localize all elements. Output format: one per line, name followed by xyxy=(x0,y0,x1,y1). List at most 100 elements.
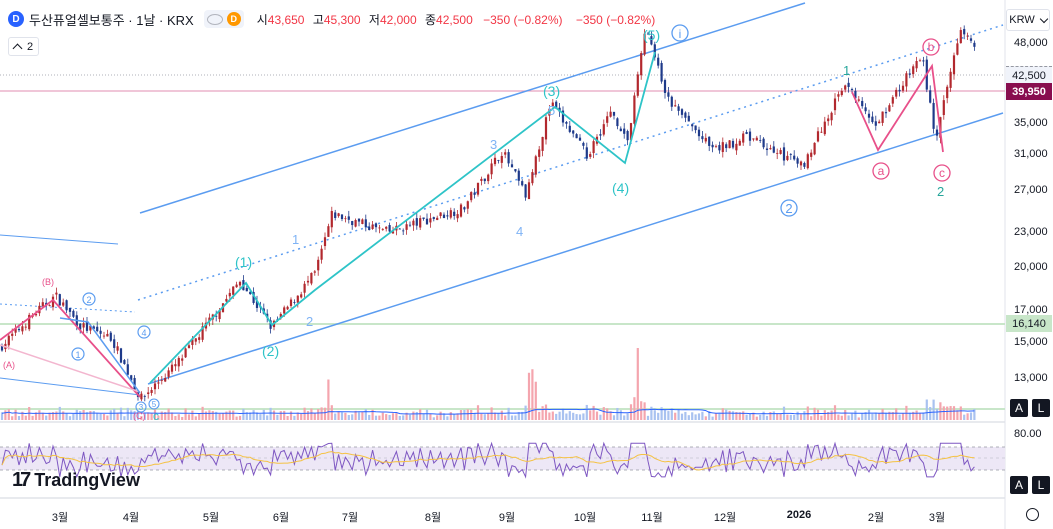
candle-body xyxy=(575,134,578,139)
volume-bar xyxy=(123,416,126,420)
volume-bar xyxy=(697,413,701,420)
volume-bar xyxy=(711,416,714,420)
volume-bar xyxy=(708,411,711,420)
candle-body xyxy=(177,357,180,367)
candle-body xyxy=(58,294,61,306)
wave-label-c-small: c xyxy=(153,409,159,423)
candle-body xyxy=(255,300,259,308)
volume-bar xyxy=(289,411,293,420)
volume-bar xyxy=(745,414,748,420)
candle-body xyxy=(157,382,160,384)
volume-bar xyxy=(470,409,473,420)
volume-bar xyxy=(548,412,551,420)
volume-bar xyxy=(500,410,503,420)
volume-bar xyxy=(881,408,884,420)
candle-body xyxy=(153,383,157,390)
candle-body xyxy=(956,43,959,55)
volume-bar xyxy=(793,414,796,420)
rsi-log-scale-button[interactable]: L xyxy=(1032,476,1050,494)
wave-pink-line-right xyxy=(851,63,944,153)
candle-body xyxy=(381,229,384,230)
indicator-collapse-button[interactable]: 2 xyxy=(8,37,40,56)
candle-body xyxy=(527,182,531,199)
candle-body xyxy=(374,223,378,228)
volume-bar xyxy=(436,415,439,420)
candle-body xyxy=(623,128,626,134)
candle-body xyxy=(663,80,667,93)
volume-bar xyxy=(657,412,660,420)
candle-body xyxy=(143,395,146,397)
candle-body xyxy=(589,154,592,157)
visibility-toggle[interactable]: D xyxy=(203,10,244,28)
volume-bar xyxy=(867,409,871,420)
volume-bar xyxy=(935,409,939,420)
volume-bar xyxy=(374,415,378,420)
volume-bar xyxy=(204,411,208,420)
volume-bar xyxy=(361,411,364,420)
volume-bar xyxy=(504,415,507,420)
time-tick-year: 2026 xyxy=(786,509,812,521)
auto-scale-button[interactable]: A xyxy=(1010,399,1028,417)
candle-body xyxy=(844,85,847,90)
tradingview-mark-icon: 17 xyxy=(12,469,31,491)
volume-bar xyxy=(612,415,616,420)
volume-bar xyxy=(92,411,95,420)
wave-pink-line-left2 xyxy=(0,344,141,393)
candle-body xyxy=(279,313,282,319)
candle-body xyxy=(480,178,483,181)
candle-body xyxy=(11,333,14,336)
volume-bar xyxy=(334,413,337,420)
wave-label-4-paren: (4) xyxy=(612,180,629,196)
wave-label-3: 3 xyxy=(490,137,497,152)
change-value-2: −350 (−0.82%) xyxy=(575,12,656,27)
rsi-auto-scale-button[interactable]: A xyxy=(1010,476,1028,494)
candle-body xyxy=(164,378,167,382)
channel-lower xyxy=(147,112,1004,385)
eye-icon[interactable] xyxy=(206,13,223,25)
candle-body xyxy=(449,210,452,218)
volume-bar xyxy=(932,399,935,420)
candle-body xyxy=(507,152,510,164)
volume-bar xyxy=(286,416,289,420)
volume-bar xyxy=(412,411,415,420)
volume-bar xyxy=(480,413,483,420)
volume-bar xyxy=(663,410,667,420)
symbol-title[interactable]: 두산퓨얼셀보통주 · 1날 · KRX xyxy=(29,12,194,28)
candle-body xyxy=(861,100,864,107)
delay-badge[interactable]: D xyxy=(226,12,241,26)
volume-bar xyxy=(218,413,221,420)
wave-label-3-paren: (3) xyxy=(543,83,560,99)
currency-dropdown[interactable]: KRW xyxy=(1006,9,1050,31)
volume-bar xyxy=(194,416,197,420)
volume-bar xyxy=(599,414,602,420)
rsi-line xyxy=(1,441,975,479)
candle-body xyxy=(116,346,119,351)
candle-body xyxy=(187,345,191,348)
chevron-down-icon xyxy=(1039,14,1048,23)
candle-body xyxy=(793,155,796,160)
candle-body xyxy=(82,323,85,328)
volume-bar xyxy=(650,406,653,420)
candle-body xyxy=(541,136,544,151)
symbol-logo-icon[interactable]: D xyxy=(8,11,24,27)
candle-body xyxy=(215,315,218,317)
volume-bar xyxy=(160,411,163,420)
candle-body xyxy=(102,335,106,337)
candle-body xyxy=(830,112,833,121)
candle-body xyxy=(680,109,684,115)
volume-bar xyxy=(385,414,388,420)
log-scale-button[interactable]: L xyxy=(1032,399,1050,417)
volume-bar xyxy=(72,413,75,420)
volume-bar xyxy=(388,414,391,420)
candle-body xyxy=(317,259,320,271)
candle-body xyxy=(718,145,721,151)
candle-body xyxy=(337,213,340,217)
wave-label-1-green: 1 xyxy=(843,63,850,78)
volume-bar xyxy=(449,412,452,420)
volume-bar xyxy=(810,416,813,420)
gear-icon[interactable] xyxy=(1026,508,1039,521)
candle-body xyxy=(810,152,813,157)
time-tick: 8월 xyxy=(424,512,442,524)
candle-body xyxy=(643,33,646,55)
